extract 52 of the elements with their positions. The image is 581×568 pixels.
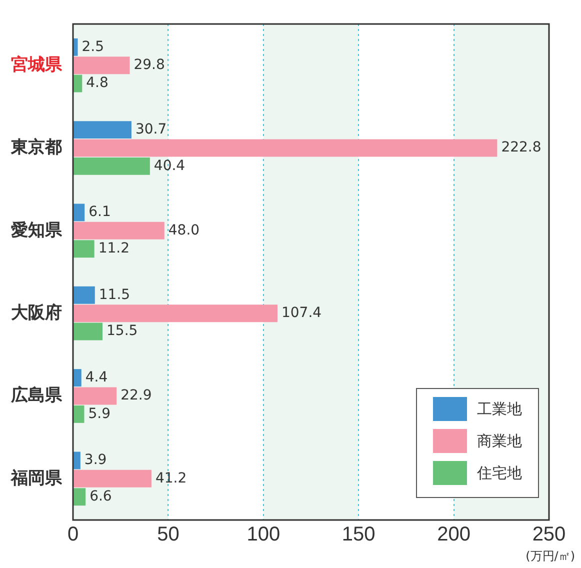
data-label: 11.2 [98,240,130,256]
bar [74,470,152,488]
x-tick-label: 50 [157,524,180,546]
bar [74,488,86,506]
data-label: 48.0 [168,222,200,238]
data-label: 222.8 [501,140,542,156]
bar [74,387,117,405]
x-tick-label: 0 [67,524,79,546]
data-label: 41.2 [155,470,187,486]
bar [74,452,80,470]
data-label: 3.9 [84,452,107,468]
x-tick-label: 150 [342,524,376,546]
data-label: 6.1 [88,204,111,220]
bar [74,240,94,258]
y-tick-label: 広島県 [10,386,63,405]
bar [74,286,95,304]
data-label: 107.4 [281,304,322,321]
bar [74,369,82,387]
bar [74,56,130,74]
data-label: 5.9 [88,406,110,422]
bar [74,74,82,92]
y-tick-label: 東京都 [10,138,62,157]
bar [74,405,84,423]
bar [74,222,164,240]
bar [74,38,78,56]
x-tick-label: 100 [246,524,280,546]
legend-label: 商業地 [476,430,522,452]
bar [74,121,132,139]
x-tick-label: 200 [437,524,470,546]
data-label: 4.4 [85,369,108,386]
bar [74,139,498,157]
data-label: 11.5 [98,286,130,303]
y-tick-label: 宮城県 [11,55,63,74]
data-label: 40.4 [154,158,186,174]
data-label: 6.6 [90,488,112,504]
data-label: 30.7 [135,121,167,138]
y-tick-label: 愛知県 [11,220,63,240]
legend-label: 住宅地 [476,462,522,484]
y-tick-label: 福岡県 [10,468,63,488]
x-axis-title: (万円/㎡) [526,548,575,565]
bar [74,204,85,222]
data-label: 4.8 [86,75,108,92]
bar [74,304,278,322]
x-tick-label: 250 [532,524,566,546]
data-label: 29.8 [134,56,165,73]
bar [74,322,103,340]
bar [74,157,150,175]
data-label: 2.5 [82,38,104,55]
data-label: 22.9 [120,388,152,404]
data-label: 15.5 [106,323,138,340]
y-tick-label: 大阪府 [11,303,62,322]
legend-label: 工業地 [476,398,522,420]
